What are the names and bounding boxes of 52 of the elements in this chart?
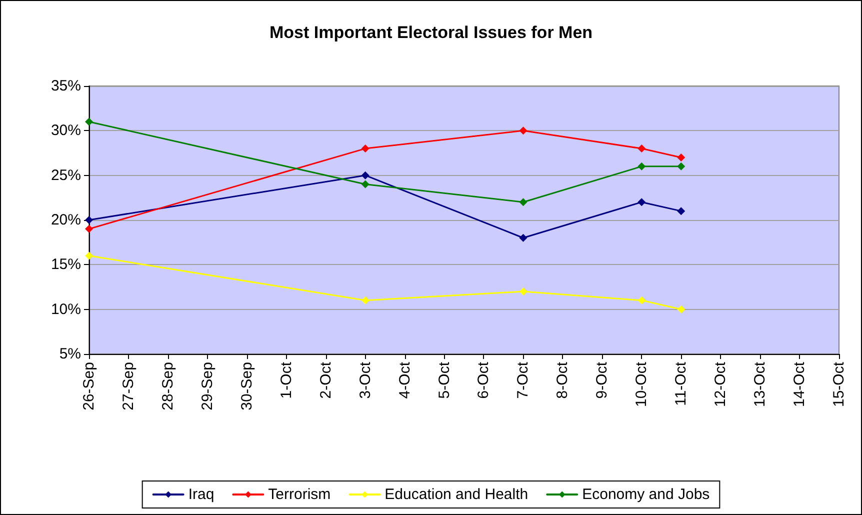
x-tick-label: 26-Sep — [80, 362, 98, 410]
legend-label: Economy and Jobs — [582, 486, 710, 503]
x-tick-label: 14-Oct — [791, 361, 808, 408]
point — [519, 287, 528, 296]
x-tick-label: 1-Oct — [278, 361, 295, 399]
y-tick-label: 5% — [59, 346, 81, 362]
x-tick-label: 6-Oct — [475, 361, 492, 399]
point — [519, 198, 528, 206]
legend-label: Iraq — [188, 486, 214, 503]
point — [85, 216, 93, 224]
point — [638, 296, 646, 304]
point — [85, 224, 93, 233]
point — [361, 296, 370, 304]
x-tick-label: 8-Oct — [554, 361, 572, 399]
point — [677, 162, 686, 170]
x-tick-label: 11-Oct — [672, 361, 690, 406]
point — [361, 180, 370, 188]
x-tick-label: 10-Oct — [633, 361, 650, 408]
point — [361, 144, 370, 153]
point — [638, 144, 646, 153]
legend-label: Education and Health — [384, 486, 528, 503]
x-tick-label: 7-Oct — [514, 361, 532, 399]
y-tick-label: 15% — [50, 256, 81, 274]
point — [85, 118, 93, 126]
point — [638, 162, 646, 170]
x-tick-label: 13-Oct — [752, 361, 769, 408]
y-tick-label: 30% — [50, 122, 81, 140]
y-tick-label: 35% — [50, 78, 81, 94]
point — [677, 153, 686, 162]
point — [677, 207, 686, 216]
x-tick-label: 3-Oct — [356, 361, 374, 399]
x-tick-label: 12-Oct — [712, 361, 730, 408]
point — [677, 305, 686, 314]
x-tick-label: 15-Oct — [830, 361, 848, 408]
x-tick-label: 5-Oct — [436, 361, 453, 399]
x-tick-label: 9-Oct — [594, 361, 611, 399]
point — [85, 252, 93, 260]
y-tick-label: 10% — [50, 300, 81, 318]
legend-label: Terrorism — [268, 486, 331, 503]
point — [519, 126, 528, 135]
point — [638, 198, 646, 206]
y-tick-label: 25% — [50, 166, 81, 184]
x-tick-label: 29-Sep — [198, 362, 216, 410]
x-tick-label: 2-Oct — [317, 361, 334, 399]
x-tick-label: 28-Sep — [159, 362, 176, 410]
x-tick-label: 4-Oct — [396, 361, 414, 399]
x-tick-label: 30-Sep — [238, 362, 256, 410]
chart-title: Most Important Electoral Issues for Men — [269, 23, 593, 42]
point — [361, 171, 370, 180]
x-tick-label: 27-Sep — [120, 362, 137, 410]
point — [519, 234, 528, 242]
y-tick-label: 20% — [50, 212, 81, 228]
